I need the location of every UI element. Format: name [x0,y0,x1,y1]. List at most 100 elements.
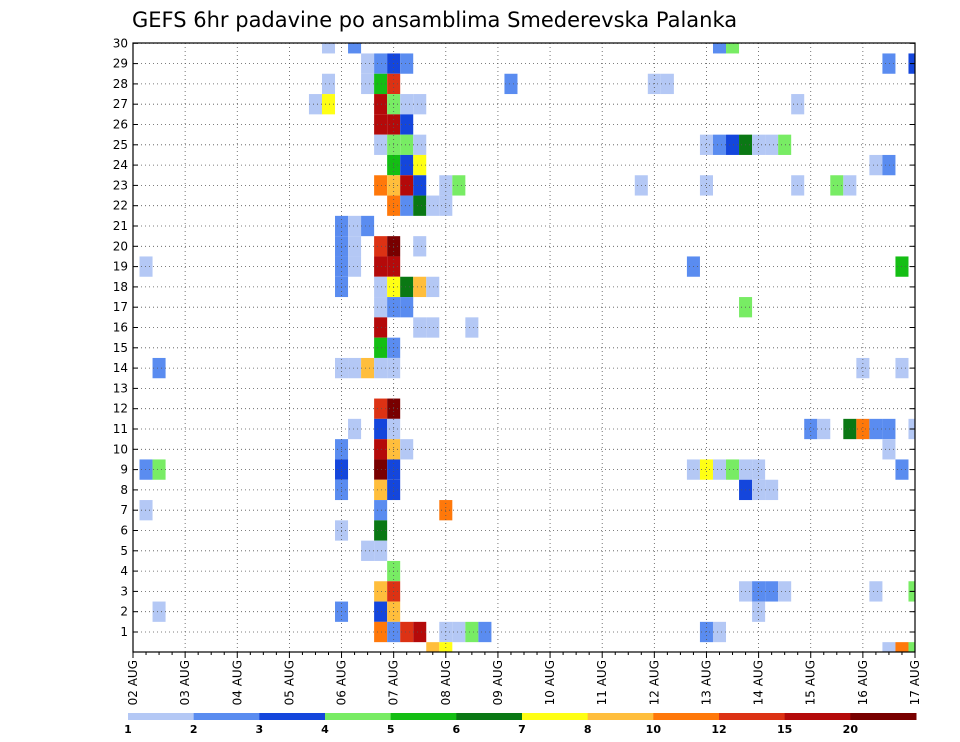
colorbar-label: 3 [256,723,264,736]
heatmap-cell [452,175,466,196]
heatmap-cell [374,276,388,298]
colorbar-label: 20 [843,723,859,736]
y-tick-label: 7 [120,503,128,517]
heatmap-cell [374,439,388,460]
heatmap-cell [374,73,388,95]
heatmap-cell [400,297,414,318]
heatmap-cell [361,215,375,237]
x-tick-label: 14 AUG [752,660,766,705]
x-tick-label: 12 AUG [647,660,661,705]
colorbar-label: 10 [646,723,662,736]
heatmap-cell [882,642,896,652]
heatmap-cell [817,418,831,440]
heatmap-cell [699,134,713,155]
heatmap-cell [321,73,336,95]
heatmap-cell [400,154,414,176]
colorbar: 1 2 3 4 5 6 7 8 10 12 15 20 [124,713,917,736]
y-tick-label: 12 [113,402,128,416]
heatmap-cell [374,256,388,277]
heatmap-cell [426,642,440,652]
x-tick-label: 06 AUG [335,660,349,705]
heatmap-cell [882,53,896,74]
heatmap-cell [504,73,518,95]
heatmap-cell [726,134,740,155]
x-tick-label: 16 AUG [856,660,870,705]
y-tick-label: 30 [113,36,128,50]
y-tick-label: 20 [113,239,128,253]
x-axis: 02 AUG 03 AUG 04 AUG 05 AUG 06 AUG 07 AUG 08 A… [126,652,922,705]
colorbar-label: 5 [387,723,395,736]
heatmap-cell [830,175,844,196]
heatmap-cell [882,154,896,176]
colorbar-segment [325,713,392,720]
heatmap-cell [374,134,388,155]
x-tick-label: 08 AUG [439,660,453,705]
y-tick-label: 11 [113,422,128,436]
colorbar-label: 1 [124,723,132,736]
heatmap-cell [374,114,388,135]
y-tick-label: 25 [113,138,128,152]
y-tick-label: 5 [120,544,128,558]
heatmap-cell [321,94,336,115]
x-tick-label: 10 AUG [543,660,557,705]
heatmap-cell [413,621,427,643]
heatmap-cell [752,479,766,501]
heatmap-cell [426,317,440,338]
heatmap-cell [139,500,153,521]
colorbar-segment [193,713,260,720]
colorbar-segment [522,713,589,720]
heatmap-cell [400,134,414,155]
y-tick-label: 26 [113,118,128,132]
heatmap-cell [765,581,779,602]
y-tick-label: 6 [120,524,128,538]
y-tick-label: 18 [113,280,128,294]
heatmap-cell [699,459,713,480]
heatmap-cell [413,154,427,176]
heatmap-cell [465,621,479,643]
y-tick-label: 1 [120,625,128,639]
heatmap-cell [321,43,336,54]
x-tick-label: 05 AUG [282,660,296,705]
y-tick-label: 10 [113,442,128,456]
heatmap-cell [400,53,414,74]
heatmap-cell [465,317,479,338]
colorbar-label: 15 [777,723,792,736]
heatmap-cell [348,256,362,277]
y-tick-label: 29 [113,57,128,71]
heatmap-cell [400,439,414,460]
x-tick-label: 09 AUG [491,660,505,705]
heatmap-cell [152,601,166,622]
heatmap-cell [400,195,414,216]
x-tick-label: 07 AUG [387,660,401,705]
heatmap-cell [400,621,414,643]
colorbar-segment [128,713,195,720]
y-tick-label: 2 [120,605,128,619]
x-tick-label: 15 AUG [804,660,818,705]
heatmap-cell [348,236,362,257]
heatmap-cell [374,540,388,561]
colorbar-label: 6 [453,723,461,736]
heatmap-cell [374,520,388,541]
heatmap-cell [778,581,792,602]
heatmap-cell [726,43,740,54]
heatmap-cell [400,175,414,196]
heatmap-cell [361,540,375,561]
heatmap-cell [426,195,440,216]
heatmap-cell [856,418,870,440]
heatmap-cell [804,418,818,440]
heatmap-cell [374,459,388,480]
heatmap-cell [869,154,883,176]
colorbar-segment [259,713,326,720]
heatmap-cell [712,621,727,643]
heatmap-cell [348,43,362,54]
heatmap-cell [374,621,388,643]
heatmap-cell [348,418,362,440]
y-tick-label: 27 [113,97,128,111]
colorbar-segment [719,713,786,720]
heatmap-cell [139,256,153,277]
heatmap-cell [869,418,883,440]
heatmap-cell [452,621,466,643]
heatmap-cell [426,276,440,298]
heatmap-cell [882,439,896,460]
y-axis: 1234567891011121314151617181920212223242… [113,36,915,639]
